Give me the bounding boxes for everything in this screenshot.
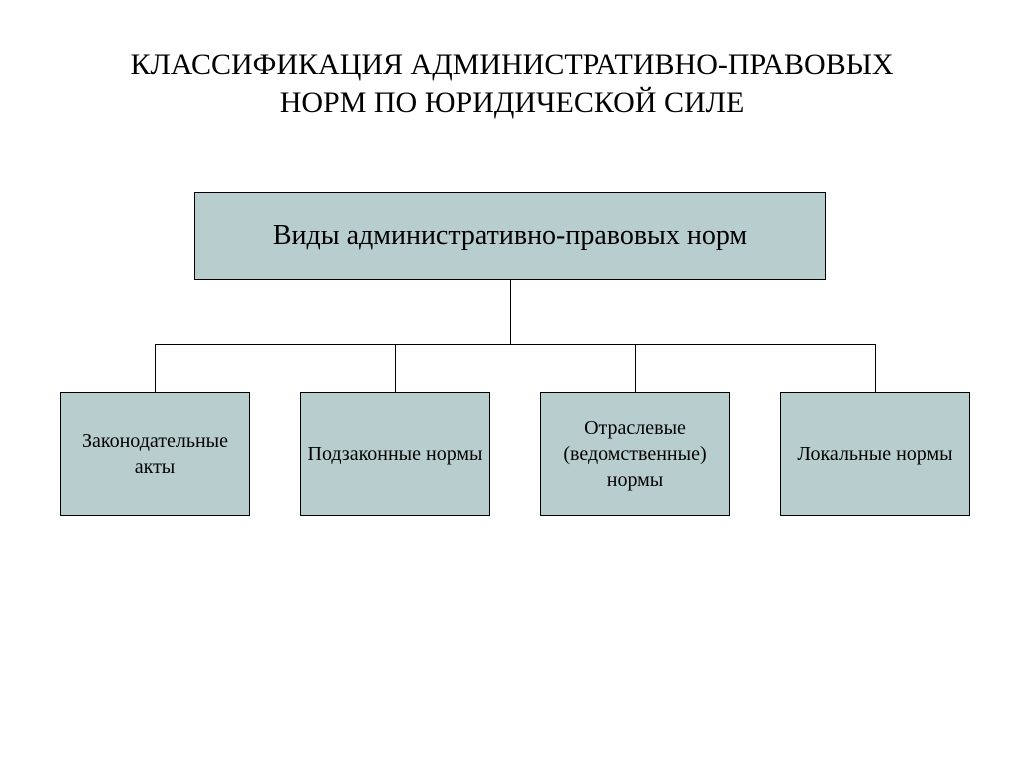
root-node-label: Виды административно-правовых норм bbox=[273, 220, 747, 252]
connector-drop bbox=[155, 344, 156, 392]
child-node-label: Законодательные акты bbox=[67, 428, 243, 480]
connector-drop bbox=[875, 344, 876, 392]
child-node: Локальные нормы bbox=[780, 392, 970, 516]
diagram-canvas: КЛАССИФИКАЦИЯ АДМИНИСТРАТИВНО-ПРАВОВЫХ Н… bbox=[0, 0, 1024, 767]
child-node: Подзаконные нормы bbox=[300, 392, 490, 516]
title-line-1: КЛАССИФИКАЦИЯ АДМИНИСТРАТИВНО-ПРАВОВЫХ bbox=[130, 48, 893, 81]
root-node: Виды административно-правовых норм bbox=[194, 192, 826, 280]
diagram-title: КЛАССИФИКАЦИЯ АДМИНИСТРАТИВНО-ПРАВОВЫХ Н… bbox=[0, 46, 1024, 121]
child-node: Законодательные акты bbox=[60, 392, 250, 516]
title-line-2: НОРМ ПО ЮРИДИЧЕСКОЙ СИЛЕ bbox=[280, 86, 745, 119]
connector-drop bbox=[395, 344, 396, 392]
child-node: Отраслевые (ведомственные) нормы bbox=[540, 392, 730, 516]
child-node-label: Отраслевые (ведомственные) нормы bbox=[547, 415, 723, 493]
child-node-label: Локальные нормы bbox=[797, 441, 952, 467]
connector-drop bbox=[635, 344, 636, 392]
connector-trunk bbox=[510, 280, 511, 344]
child-node-label: Подзаконные нормы bbox=[308, 441, 483, 467]
connector-bus bbox=[155, 344, 875, 345]
